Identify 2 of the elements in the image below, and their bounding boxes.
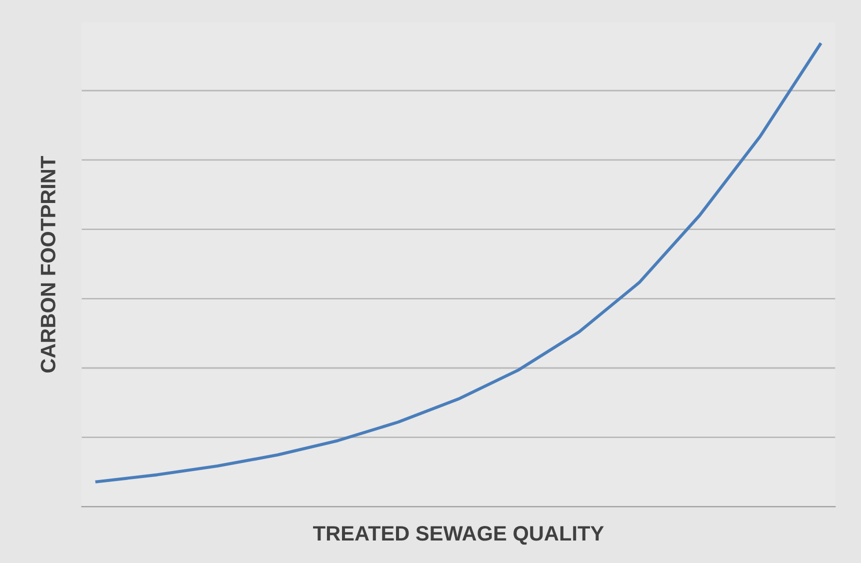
x-axis-title: TREATED SEWAGE QUALITY [313, 526, 604, 545]
y-axis-title: CARBON FOOTPRINT [40, 156, 56, 373]
